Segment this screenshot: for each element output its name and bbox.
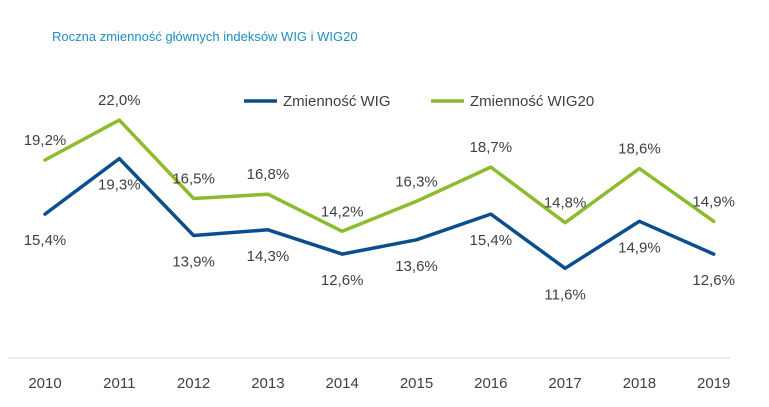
wig-data-label-2016: 15,4%: [470, 232, 513, 249]
wig-data-label-2010: 15,4%: [24, 232, 67, 249]
wig-data-label-2017: 11,6%: [544, 286, 585, 303]
x-tick-label-2019: 2019: [697, 375, 730, 392]
x-tick-label-2015: 2015: [400, 375, 433, 392]
legend-wig-label: Zmienność WIG: [283, 93, 391, 110]
wig20-data-label-2019: 14,9%: [692, 193, 735, 210]
x-tick-label-2012: 2012: [177, 375, 210, 392]
wig20-data-label-2018: 18,6%: [618, 141, 661, 158]
x-tick-label-2011: 2011: [103, 375, 135, 392]
wig-data-label-2014: 12,6%: [321, 272, 364, 289]
x-tick-label-2010: 2010: [28, 375, 61, 392]
x-tick-label-2017: 2017: [548, 375, 581, 392]
wig20-data-label-2011: 22,0%: [98, 92, 141, 109]
wig20-data-label-2015: 16,3%: [395, 173, 438, 190]
wig-data-label-2012: 13,9%: [172, 254, 215, 271]
wig-data-label-2011: 19,3%: [98, 177, 141, 194]
x-tick-label-2013: 2013: [251, 375, 284, 392]
wig-data-label-2013: 14,3%: [247, 248, 290, 265]
wig-series-line: [43, 156, 716, 271]
wig20-series-line: [43, 118, 716, 234]
wig-data-label-2018: 14,9%: [618, 239, 661, 256]
wig20-data-label-2016: 18,7%: [470, 139, 513, 156]
wig20-data-label-2014: 14,2%: [321, 203, 364, 220]
wig20-data-label-2013: 16,8%: [247, 166, 290, 183]
x-tick-label-2018: 2018: [623, 375, 656, 392]
x-tick-label-2014: 2014: [326, 375, 359, 392]
wig-data-label-2015: 13,6%: [395, 258, 438, 275]
wig20-data-label-2017: 14,8%: [544, 195, 587, 212]
x-tick-label-2016: 2016: [474, 375, 507, 392]
wig20-data-label-2010: 19,2%: [24, 132, 67, 149]
wig20-data-label-2012: 16,5%: [172, 171, 215, 188]
wig-data-label-2019: 12,6%: [692, 272, 735, 289]
legend-wig20-label: Zmienność WIG20: [470, 93, 594, 110]
chart-title: Roczna zmienność głównych indeksów WIG i…: [52, 29, 358, 44]
